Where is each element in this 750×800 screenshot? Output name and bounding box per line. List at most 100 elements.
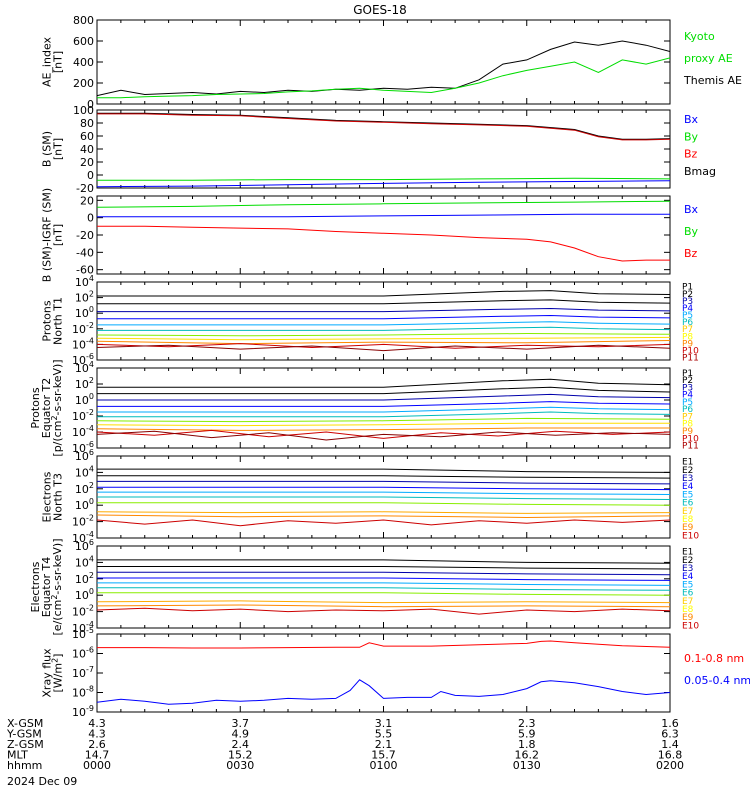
- legend-entry: E8: [682, 515, 694, 525]
- series-group: [97, 378, 670, 441]
- legend-entry: P5: [682, 311, 693, 321]
- y-tick-label: 100: [73, 104, 94, 117]
- y-axis-label: Protons: [29, 387, 42, 428]
- x-axis-value: 0100: [370, 759, 398, 772]
- x-axis-value: 0130: [513, 759, 541, 772]
- y-tick-label: 10-4: [72, 424, 94, 439]
- legend-entry: P5: [682, 398, 693, 408]
- legend-entry: P8: [682, 420, 693, 430]
- series-line-by: [97, 200, 670, 208]
- y-axis-label: B (SM)-IGRF (SM): [41, 188, 54, 282]
- y-tick-label: 100: [75, 305, 94, 320]
- y-tick-label: 104: [75, 464, 94, 479]
- x-axis-value: 1.8: [518, 738, 536, 751]
- legend-entry: E6: [682, 589, 694, 599]
- y-tick-label: 10-2: [72, 514, 94, 529]
- series-line-p2: [97, 386, 670, 395]
- x-axis-ephemeris: X-GSM 4.3 3.7 3.1 2.3 1.6 Y-GSM 4.3 4.9 5.5 5.9 6.3…: [6, 717, 684, 772]
- x-axis-value: 1.4: [661, 738, 679, 751]
- panel-3: -60 -40 -20 0 20 B (SM)-IGRF (SM)[nT] Bx By Bz: [41, 188, 699, 282]
- y-tick-label: -40: [76, 246, 94, 259]
- legend-entry: Bz: [684, 148, 698, 161]
- legend-entry: E10: [682, 531, 699, 541]
- legend-entry: P7: [682, 325, 693, 335]
- series-line-p1: [97, 290, 670, 297]
- y-tick-label: 102: [75, 376, 94, 391]
- x-axis-value: 2.1: [375, 738, 393, 751]
- y-tick-label: 100: [75, 392, 94, 407]
- y-axis-label: B (SM): [41, 131, 54, 167]
- y-axis-label: Electrons: [41, 471, 54, 522]
- y-tick-label: 106: [75, 448, 94, 463]
- y-tick-label: 80: [80, 117, 94, 130]
- legend-entry: P8: [682, 332, 693, 342]
- y-tick-label: 10-4: [72, 530, 94, 545]
- legend-entry: P11: [682, 354, 699, 364]
- series-group: [97, 640, 670, 705]
- y-tick-label: 10-9: [72, 704, 94, 719]
- x-axis-value: 16.2: [515, 749, 540, 762]
- y-tick-label: 600: [73, 35, 94, 48]
- series-line-e8: [97, 600, 670, 604]
- y-tick-label: 10-8: [72, 685, 94, 700]
- series-group: [97, 200, 670, 262]
- legend-entry: Bx: [684, 113, 699, 126]
- series-group: [97, 559, 670, 615]
- y-tick-label: 0: [87, 212, 94, 225]
- legend-entry: Bmag: [684, 165, 716, 178]
- y-tick-label: 100: [75, 497, 94, 512]
- y-axis-label: [nT]: [52, 224, 65, 246]
- y-axis-label: Electrons: [29, 561, 42, 612]
- series-line-e5: [97, 582, 670, 586]
- figure-title: GOES-18: [353, 3, 407, 17]
- x-axis-value: 6.3: [661, 728, 679, 741]
- series-line-e6: [97, 587, 670, 591]
- x-axis-value: 14.7: [85, 749, 110, 762]
- y-tick-label: 10-4: [72, 336, 94, 351]
- x-axis-row-label: hhmm: [7, 759, 42, 772]
- legend-entry: P2: [682, 376, 693, 386]
- legend-entry: E5: [682, 490, 693, 500]
- y-tick-label: 104: [75, 360, 94, 375]
- legend-entry: E3: [682, 564, 693, 574]
- y-tick-label: 40: [80, 143, 94, 156]
- legend-entry: P3: [682, 383, 693, 393]
- legend-entry: E6: [682, 499, 694, 509]
- series-line-e5: [97, 491, 670, 495]
- legend-entry: E3: [682, 474, 693, 484]
- y-axis-label: Xray flux: [41, 648, 54, 698]
- series-line-e2: [97, 475, 670, 479]
- y-tick-label: 102: [75, 290, 94, 305]
- legend-entry: Themis AE: [683, 74, 742, 87]
- y-tick-label: 10-2: [72, 408, 94, 423]
- series-line-p9: [97, 427, 670, 431]
- series-group: [97, 112, 670, 188]
- y-tick-label: 102: [75, 481, 94, 496]
- series-line-kyoto-proxy-ae: [97, 57, 670, 99]
- series-line-e8: [97, 511, 670, 514]
- x-axis-value: 2.4: [232, 738, 250, 751]
- legend-entry: proxy AE: [684, 52, 733, 65]
- legend-entry: E4: [682, 482, 694, 492]
- x-axis-value: 5.9: [518, 728, 536, 741]
- y-axis-label: [p/(cm2-s-sr-keV)]: [50, 359, 64, 456]
- series-line-e1: [97, 559, 670, 564]
- series-line-p11: [97, 344, 670, 352]
- x-axis-value: 3.1: [375, 717, 393, 730]
- series-line-p4: [97, 314, 670, 320]
- series-line-bz: [97, 113, 670, 141]
- x-axis-value: 16.8: [658, 749, 683, 762]
- legend-entry: P2: [682, 290, 693, 300]
- series-line-bx: [97, 180, 670, 188]
- y-axis-label: Equator T4: [40, 557, 53, 617]
- y-tick-label: 102: [75, 571, 94, 586]
- legend-entry: E8: [682, 605, 694, 615]
- x-axis-row-label: X-GSM: [7, 717, 43, 730]
- y-tick-label: 104: [75, 274, 94, 289]
- series-line-bz: [97, 225, 670, 262]
- x-axis-row-label: Z-GSM: [7, 738, 44, 751]
- series-line-by: [97, 177, 670, 181]
- legend-entry: E1: [682, 458, 693, 468]
- series-line-bx: [97, 213, 670, 218]
